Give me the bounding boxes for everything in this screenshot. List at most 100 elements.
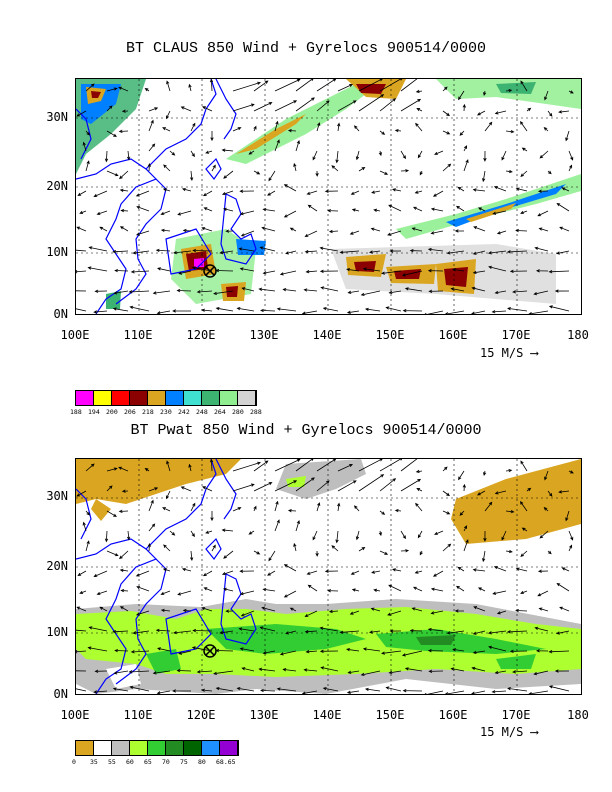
wind-arrow [487,250,507,255]
wind-arrow [262,587,276,592]
wind-arrow [473,226,486,232]
wind-arrow [316,100,330,112]
wind-arrow [76,270,87,274]
colorbar-swatch [184,391,202,405]
wind-arrow [268,550,276,562]
wind-arrow [221,190,234,196]
wind-arrow [568,150,574,161]
wind-arrow [558,490,570,494]
wind-arrow [362,267,381,272]
wind-arrow [119,188,129,193]
panel1-map [75,78,582,315]
wind-arrow [77,570,87,576]
wind-arrow [316,122,321,132]
wind-arrow [414,570,423,574]
wind-arrow [568,470,574,474]
panel1-ylabel-10n: 10N [46,245,68,259]
panel2-xlabel: 140E [312,708,342,722]
wind-arrow [279,270,297,276]
wind-arrow [385,686,402,692]
wind-arrow [509,269,528,273]
wind-arrow [274,79,301,92]
wind-arrow [455,585,465,592]
wind-arrow [129,305,150,312]
wind-arrow [432,570,444,577]
panel1-ylabel-30n: 30N [46,110,68,124]
wind-arrow [202,570,213,577]
wind-arrow [119,568,129,573]
wind-arrow [76,226,87,232]
wind-arrow [148,487,159,492]
wind-arrow [209,79,214,92]
wind-arrow [157,267,171,272]
colorbar-swatch [112,741,130,755]
colorbar-tick-label: 288 [250,408,262,416]
panel1-xlabel: 140E [312,328,342,342]
wind-arrow [401,270,423,277]
wind-arrow [259,246,276,252]
wind-arrow [76,650,87,654]
wind-arrow [274,480,298,492]
panel1-map-svg [76,79,581,314]
wind-arrow [364,307,381,312]
wind-arrow [274,500,279,512]
wind-arrow [316,459,337,472]
wind-arrow [202,106,213,112]
wind-arrow [520,550,528,557]
wind-arrow [458,90,465,101]
wind-arrow [428,669,444,673]
wind-arrow [539,530,549,539]
wind-arrow [533,290,549,296]
wind-arrow [328,609,339,614]
panel1-title: BT CLAUS 850 Wind + Gyrelocs 900514/0000 [125,40,487,57]
wind-arrow [544,470,549,481]
wind-arrow [387,230,402,236]
wind-arrow [76,490,87,497]
wind-arrow [556,583,570,592]
wind-arrow [282,668,297,672]
wind-arrow [543,507,549,512]
wind-arrow [347,670,360,674]
wind-arrow [76,606,87,612]
wind-arrow [223,550,234,559]
wind-arrow [130,650,150,654]
wind-arrow [182,228,192,233]
wind-arrow [165,110,171,120]
wind-arrow [180,486,192,492]
wind-arrow [188,83,192,92]
wind-arrow [507,687,528,692]
wind-arrow [85,510,91,516]
wind-arrow [484,501,493,512]
colorbar-swatch [184,741,202,755]
wind-arrow [172,689,192,693]
wind-arrow [371,190,381,194]
wind-arrow [561,187,570,192]
wind-arrow [223,170,234,179]
wind-arrow [283,210,297,218]
wind-arrow [301,310,318,314]
wind-arrow [315,170,319,177]
wind-arrow [505,509,515,514]
panel1-xlabel: 120E [186,328,216,342]
wind-arrow [283,590,297,598]
wind-arrow [274,100,298,112]
wind-arrow [371,570,381,574]
panel1-ylabel-20n: 20N [46,179,68,193]
wind-arrow [537,189,549,193]
wind-arrow [389,249,402,253]
wind-arrow [188,463,192,472]
wind-arrow [424,690,444,694]
panel1-colorbar [75,390,257,406]
wind-arrow [515,187,528,192]
wind-arrow [136,585,150,592]
wind-arrow [520,210,528,215]
wind-arrow [202,190,213,197]
wind-arrow [129,685,150,692]
wind-arrow [172,309,192,313]
wind-arrow [400,98,422,112]
wind-arrow [225,609,234,613]
wind-arrow [400,549,410,553]
wind-arrow [232,461,261,472]
colorbar-swatch [130,391,148,405]
wind-arrow [417,150,423,159]
